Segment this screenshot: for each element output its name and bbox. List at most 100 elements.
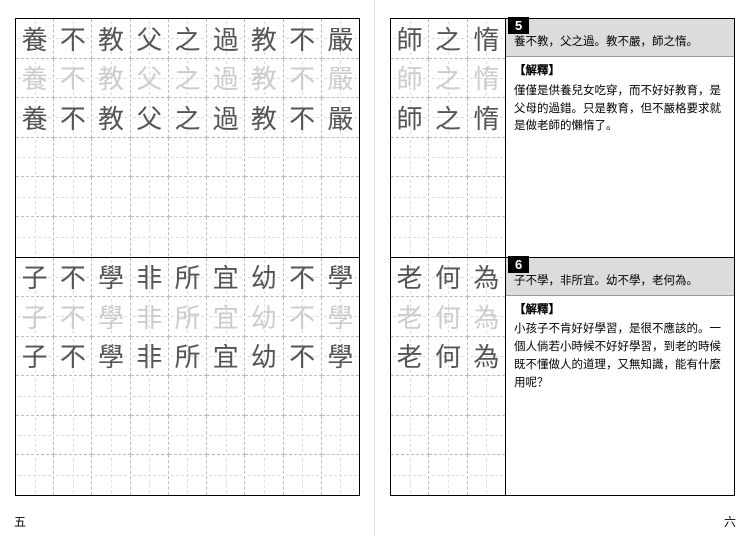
practice-character: 學 [327, 337, 353, 374]
practice-character: 宜 [213, 337, 239, 374]
practice-character: 所 [174, 337, 200, 374]
grid-cell [207, 455, 245, 495]
practice-character: 師 [397, 99, 423, 136]
grid-cell [284, 416, 322, 456]
grid-cell: 不 [284, 59, 322, 99]
practice-character: 過 [213, 99, 239, 136]
grid-cell [322, 455, 359, 495]
grid-cell [131, 455, 169, 495]
grid-section: 養不教父之過教不嚴養不教父之過教不嚴養不教父之過教不嚴 [16, 19, 359, 258]
practice-character: 父 [136, 20, 162, 57]
grid-cell: 非 [131, 297, 169, 337]
grid-row: 老何為 [391, 297, 505, 337]
grid-cell [429, 177, 467, 217]
grid-cell [16, 416, 54, 456]
grid-cell: 養 [16, 98, 54, 138]
grid-cell [322, 177, 359, 217]
grid-cell: 宜 [207, 337, 245, 377]
practice-character: 宜 [213, 258, 239, 295]
practice-character: 何 [435, 337, 461, 374]
practice-character: 教 [98, 59, 124, 96]
practice-character: 子 [22, 258, 48, 295]
grid-cell [92, 376, 130, 416]
practice-character: 不 [60, 258, 86, 295]
grid-cell: 不 [54, 258, 92, 298]
grid-cell: 養 [16, 59, 54, 99]
grid-cell [16, 455, 54, 495]
grid-cell [131, 177, 169, 217]
practice-character: 之 [174, 20, 200, 57]
grid-cell [207, 416, 245, 456]
practice-character: 非 [136, 258, 162, 295]
grid-cell [245, 217, 283, 257]
grid-cell: 嚴 [322, 59, 359, 99]
practice-character: 非 [136, 337, 162, 374]
grid-cell [54, 217, 92, 257]
entry-badge: 5 [508, 17, 529, 34]
grid-cell: 宜 [207, 297, 245, 337]
grid-cell [322, 217, 359, 257]
grid-cell: 之 [429, 19, 467, 59]
entry-badge: 6 [508, 256, 529, 273]
grid-cell [54, 416, 92, 456]
grid-cell [207, 138, 245, 178]
grid-cell [207, 217, 245, 257]
grid-cell [92, 455, 130, 495]
grid-cell: 老 [391, 297, 429, 337]
grid-cell [284, 177, 322, 217]
grid-cell [468, 177, 505, 217]
practice-character: 幼 [251, 298, 277, 335]
practice-character: 為 [473, 258, 499, 295]
grid-cell [92, 416, 130, 456]
practice-character: 嚴 [327, 59, 353, 96]
grid-row [16, 217, 359, 257]
left-page: 養不教父之過教不嚴養不教父之過教不嚴養不教父之過教不嚴子不學非所宜幼不學子不學非… [0, 0, 375, 536]
practice-character: 之 [435, 99, 461, 136]
page-number-right: 六 [724, 513, 736, 530]
practice-grid-left: 養不教父之過教不嚴養不教父之過教不嚴養不教父之過教不嚴子不學非所宜幼不學子不學非… [15, 18, 360, 496]
grid-cell: 學 [92, 258, 130, 298]
grid-cell: 之 [429, 98, 467, 138]
grid-cell [391, 376, 429, 416]
grid-row: 師之惰 [391, 98, 505, 138]
grid-row [16, 177, 359, 217]
practice-character: 教 [98, 99, 124, 136]
grid-cell [468, 138, 505, 178]
practice-character: 師 [397, 59, 423, 96]
practice-character: 不 [60, 59, 86, 96]
practice-character: 學 [327, 258, 353, 295]
grid-row [16, 455, 359, 495]
grid-cell [245, 376, 283, 416]
entry-text: 子不學，非所宜。幼不學，老何為。【解釋】小孩子不肯好好學習，是很不應該的。一個人… [506, 258, 734, 496]
grid-cell: 不 [54, 297, 92, 337]
grid-cell [54, 455, 92, 495]
grid-cell [322, 138, 359, 178]
grid-row [16, 376, 359, 416]
entry-body: 【解釋】僅僅是供養兒女吃穿，而不好好教育，是父母的過錯。只是教育，但不嚴格要求就… [506, 57, 734, 257]
grid-cell [169, 177, 207, 217]
grid-cell: 老 [391, 258, 429, 298]
grid-row: 養不教父之過教不嚴 [16, 59, 359, 99]
grid-cell: 之 [169, 19, 207, 59]
grid-cell: 不 [54, 337, 92, 377]
grid-cell: 過 [207, 59, 245, 99]
grid-cell: 父 [131, 19, 169, 59]
grid-row: 養不教父之過教不嚴 [16, 98, 359, 138]
practice-character: 嚴 [327, 20, 353, 57]
entry-practice-grid: 師之惰師之惰師之惰 [391, 19, 506, 257]
practice-character: 不 [289, 59, 315, 96]
grid-row [391, 138, 505, 178]
practice-character: 學 [98, 258, 124, 295]
practice-character: 不 [60, 337, 86, 374]
grid-cell: 幼 [245, 297, 283, 337]
grid-cell [245, 455, 283, 495]
grid-cell: 所 [169, 297, 207, 337]
practice-character: 不 [60, 298, 86, 335]
practice-character: 教 [98, 20, 124, 57]
entry-explanation: 僅僅是供養兒女吃穿，而不好好教育，是父母的過錯。只是教育，但不嚴格要求就是做老師… [514, 83, 726, 136]
grid-cell: 嚴 [322, 98, 359, 138]
spread: 養不教父之過教不嚴養不教父之過教不嚴養不教父之過教不嚴子不學非所宜幼不學子不學非… [0, 0, 750, 536]
practice-character: 幼 [251, 258, 277, 295]
grid-cell: 非 [131, 258, 169, 298]
practice-character: 過 [213, 20, 239, 57]
